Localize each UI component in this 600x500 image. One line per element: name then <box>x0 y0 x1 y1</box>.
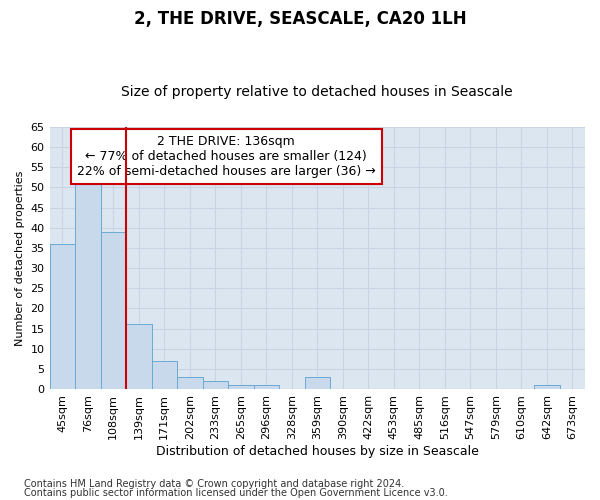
X-axis label: Distribution of detached houses by size in Seascale: Distribution of detached houses by size … <box>156 444 479 458</box>
Bar <box>203 381 228 389</box>
Bar <box>305 377 330 389</box>
Bar <box>126 324 152 389</box>
Bar <box>534 385 560 389</box>
Text: Contains public sector information licensed under the Open Government Licence v3: Contains public sector information licen… <box>24 488 448 498</box>
Bar <box>177 377 203 389</box>
Bar <box>50 244 75 389</box>
Bar <box>75 176 101 389</box>
Y-axis label: Number of detached properties: Number of detached properties <box>15 170 25 346</box>
Bar <box>254 385 279 389</box>
Title: Size of property relative to detached houses in Seascale: Size of property relative to detached ho… <box>121 86 513 100</box>
Bar <box>152 361 177 389</box>
Text: Contains HM Land Registry data © Crown copyright and database right 2024.: Contains HM Land Registry data © Crown c… <box>24 479 404 489</box>
Text: 2 THE DRIVE: 136sqm
← 77% of detached houses are smaller (124)
22% of semi-detac: 2 THE DRIVE: 136sqm ← 77% of detached ho… <box>77 135 376 178</box>
Bar <box>228 385 254 389</box>
Bar <box>101 232 126 389</box>
Text: 2, THE DRIVE, SEASCALE, CA20 1LH: 2, THE DRIVE, SEASCALE, CA20 1LH <box>134 10 466 28</box>
